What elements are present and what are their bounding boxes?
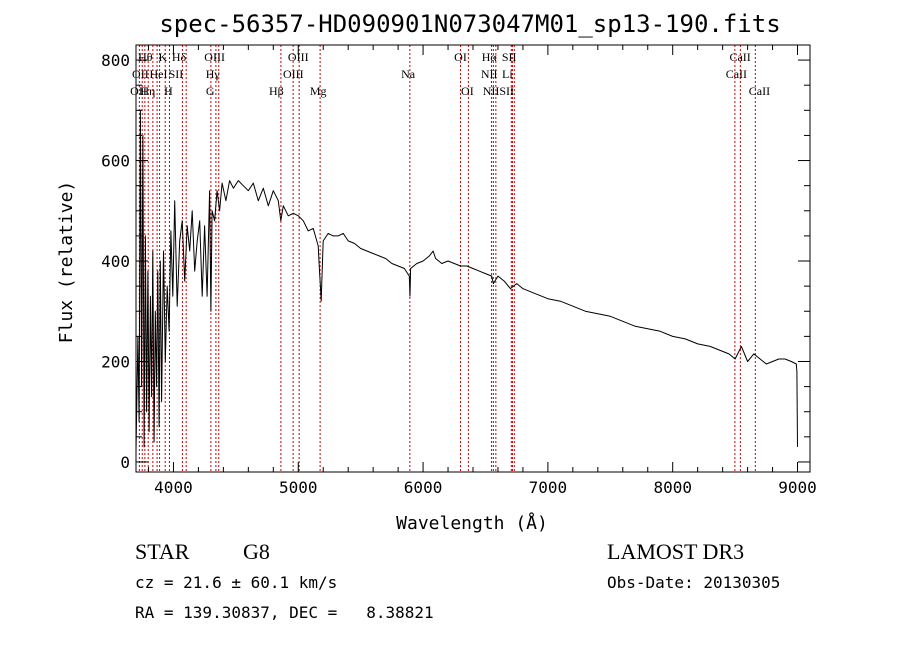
object-subclass: G8 [243,539,270,564]
spectral-line-label: SII [502,50,517,64]
spectral-line-label: OIII [204,50,225,64]
spectral-line-label: Li [502,67,513,81]
axes: 4000 5000 6000 7000 8000 9000 0 200 400 600 800 [101,44,817,497]
survey-name: LAMOST DR3 [607,539,745,564]
spectral-line-label: OIII [288,50,309,64]
coordinates: RA = 139.30837, DEC = 8.38821 [135,603,434,622]
spectral-line-label: Hβ [269,84,284,98]
spectral-line-label: H [164,84,173,98]
plot-frame [135,44,811,473]
spectral-line-label: OII [130,84,147,98]
spectral-line-label: NII [481,67,498,81]
spectral-line-label: HeI [149,67,167,81]
spectral-line-label: Hη [140,84,155,98]
chart-title: spec-56357-HD090901N073047M01_sp13-190.f… [159,10,780,38]
observation-date: Obs-Date: 20130305 [607,573,781,592]
spectral-line-label: NII [483,84,500,98]
spectral-line-label: CaII [726,67,747,81]
spectral-line-label: CaII [729,50,750,64]
x-tick-label: 5000 [279,478,318,497]
spectral-line-label: OI [454,50,467,64]
x-tick-label: 8000 [653,478,692,497]
y-tick-label: 800 [101,51,130,70]
spectral-line-label: OII [132,67,149,81]
spectral-line-label: Na [401,67,416,81]
y-tick-label: 600 [101,152,130,171]
spectrum-line [135,109,798,452]
x-tick-label: 7000 [529,478,568,497]
spectral-line-label: G [206,84,215,98]
y-axis-label: Flux (relative) [56,181,77,344]
x-tick-label: 9000 [778,478,817,497]
y-tick-label: 400 [101,252,130,271]
spectral-line-label: OIII [283,67,304,81]
x-axis-label: Wavelength (Å) [396,512,548,534]
redshift-velocity: cz = 21.6 ± 60.1 km/s [135,573,338,592]
spectral-line-label: Hδ [172,50,187,64]
x-tick-label: 6000 [404,478,443,497]
spectral-line-label: Hγ [206,67,221,81]
spectral-line-label: Mg [310,84,327,98]
spectral-line-label: Hθ [138,50,153,64]
y-tick-label: 200 [101,352,130,371]
spectral-line-label: SII [499,84,514,98]
spectral-line-label: CaII [749,84,770,98]
spectral-line-markers [138,45,756,472]
x-tick-label: 4000 [154,478,193,497]
object-class: STAR [135,539,190,564]
spectral-line-label: K [158,50,167,64]
spectral-line-label: OI [461,84,474,98]
spectral-line-label: Hα [482,50,498,64]
y-tick-label: 0 [120,453,130,472]
spectrum-series [135,109,798,452]
spectral-line-label: SII [169,67,184,81]
